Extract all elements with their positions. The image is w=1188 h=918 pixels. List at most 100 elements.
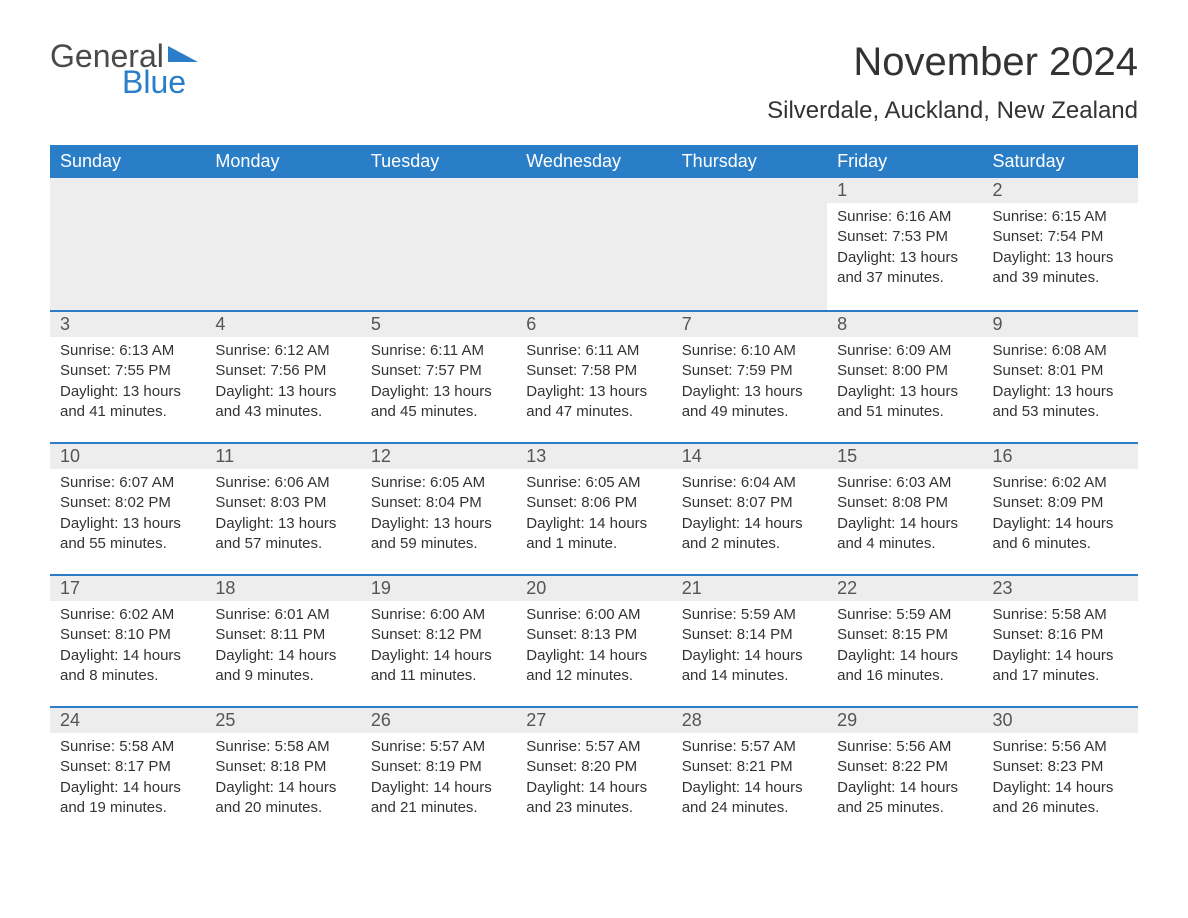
calendar-cell: 12Sunrise: 6:05 AMSunset: 8:04 PMDayligh… xyxy=(361,442,516,574)
empty-day-strip xyxy=(50,178,205,203)
calendar-cell: 27Sunrise: 5:57 AMSunset: 8:20 PMDayligh… xyxy=(516,706,671,838)
day-details: Sunrise: 5:58 AMSunset: 8:17 PMDaylight:… xyxy=(50,733,205,822)
day-number: 28 xyxy=(672,706,827,733)
day-details: Sunrise: 5:57 AMSunset: 8:20 PMDaylight:… xyxy=(516,733,671,822)
empty-day-strip xyxy=(516,178,671,203)
calendar-cell: 30Sunrise: 5:56 AMSunset: 8:23 PMDayligh… xyxy=(983,706,1138,838)
calendar-cell: 28Sunrise: 5:57 AMSunset: 8:21 PMDayligh… xyxy=(672,706,827,838)
calendar-cell: 6Sunrise: 6:11 AMSunset: 7:58 PMDaylight… xyxy=(516,310,671,442)
calendar-week: 17Sunrise: 6:02 AMSunset: 8:10 PMDayligh… xyxy=(50,574,1138,706)
day-number: 13 xyxy=(516,442,671,469)
day-number: 27 xyxy=(516,706,671,733)
calendar-cell: 17Sunrise: 6:02 AMSunset: 8:10 PMDayligh… xyxy=(50,574,205,706)
logo-text-blue: Blue xyxy=(122,66,198,98)
day-details: Sunrise: 5:58 AMSunset: 8:18 PMDaylight:… xyxy=(205,733,360,822)
calendar-cell: 26Sunrise: 5:57 AMSunset: 8:19 PMDayligh… xyxy=(361,706,516,838)
day-number: 21 xyxy=(672,574,827,601)
day-details: Sunrise: 6:05 AMSunset: 8:06 PMDaylight:… xyxy=(516,469,671,558)
day-number: 29 xyxy=(827,706,982,733)
day-number: 19 xyxy=(361,574,516,601)
day-details: Sunrise: 6:11 AMSunset: 7:57 PMDaylight:… xyxy=(361,337,516,426)
day-number: 5 xyxy=(361,310,516,337)
day-number: 9 xyxy=(983,310,1138,337)
day-number: 6 xyxy=(516,310,671,337)
calendar-cell: 9Sunrise: 6:08 AMSunset: 8:01 PMDaylight… xyxy=(983,310,1138,442)
calendar-cell: 21Sunrise: 5:59 AMSunset: 8:14 PMDayligh… xyxy=(672,574,827,706)
calendar-cell: 7Sunrise: 6:10 AMSunset: 7:59 PMDaylight… xyxy=(672,310,827,442)
day-details: Sunrise: 6:12 AMSunset: 7:56 PMDaylight:… xyxy=(205,337,360,426)
calendar-cell: 8Sunrise: 6:09 AMSunset: 8:00 PMDaylight… xyxy=(827,310,982,442)
day-header: Wednesday xyxy=(516,145,671,178)
day-header: Saturday xyxy=(983,145,1138,178)
calendar-cell xyxy=(50,178,205,310)
logo: General Blue xyxy=(50,40,198,98)
day-details: Sunrise: 6:00 AMSunset: 8:12 PMDaylight:… xyxy=(361,601,516,690)
day-details: Sunrise: 6:01 AMSunset: 8:11 PMDaylight:… xyxy=(205,601,360,690)
empty-day-strip xyxy=(205,178,360,203)
calendar-cell: 25Sunrise: 5:58 AMSunset: 8:18 PMDayligh… xyxy=(205,706,360,838)
day-number: 26 xyxy=(361,706,516,733)
day-number: 1 xyxy=(827,178,982,203)
day-number: 17 xyxy=(50,574,205,601)
day-details: Sunrise: 6:07 AMSunset: 8:02 PMDaylight:… xyxy=(50,469,205,558)
day-details: Sunrise: 5:59 AMSunset: 8:14 PMDaylight:… xyxy=(672,601,827,690)
calendar-cell xyxy=(361,178,516,310)
day-number: 12 xyxy=(361,442,516,469)
calendar-cell: 14Sunrise: 6:04 AMSunset: 8:07 PMDayligh… xyxy=(672,442,827,574)
calendar-cell: 3Sunrise: 6:13 AMSunset: 7:55 PMDaylight… xyxy=(50,310,205,442)
calendar-cell xyxy=(516,178,671,310)
title-block: November 2024 Silverdale, Auckland, New … xyxy=(767,40,1138,125)
day-number: 3 xyxy=(50,310,205,337)
location-subtitle: Silverdale, Auckland, New Zealand xyxy=(767,97,1138,125)
day-header: Thursday xyxy=(672,145,827,178)
calendar-cell: 1Sunrise: 6:16 AMSunset: 7:53 PMDaylight… xyxy=(827,178,982,310)
day-details: Sunrise: 5:57 AMSunset: 8:19 PMDaylight:… xyxy=(361,733,516,822)
day-number: 10 xyxy=(50,442,205,469)
day-number: 25 xyxy=(205,706,360,733)
calendar-cell: 2Sunrise: 6:15 AMSunset: 7:54 PMDaylight… xyxy=(983,178,1138,310)
day-details: Sunrise: 6:04 AMSunset: 8:07 PMDaylight:… xyxy=(672,469,827,558)
day-details: Sunrise: 6:03 AMSunset: 8:08 PMDaylight:… xyxy=(827,469,982,558)
calendar-cell: 10Sunrise: 6:07 AMSunset: 8:02 PMDayligh… xyxy=(50,442,205,574)
empty-day-strip xyxy=(672,178,827,203)
day-details: Sunrise: 6:06 AMSunset: 8:03 PMDaylight:… xyxy=(205,469,360,558)
day-number: 4 xyxy=(205,310,360,337)
calendar-cell: 20Sunrise: 6:00 AMSunset: 8:13 PMDayligh… xyxy=(516,574,671,706)
day-details: Sunrise: 6:00 AMSunset: 8:13 PMDaylight:… xyxy=(516,601,671,690)
calendar-cell: 24Sunrise: 5:58 AMSunset: 8:17 PMDayligh… xyxy=(50,706,205,838)
month-title: November 2024 xyxy=(767,40,1138,85)
day-details: Sunrise: 6:02 AMSunset: 8:09 PMDaylight:… xyxy=(983,469,1138,558)
day-header: Sunday xyxy=(50,145,205,178)
day-number: 20 xyxy=(516,574,671,601)
day-details: Sunrise: 6:05 AMSunset: 8:04 PMDaylight:… xyxy=(361,469,516,558)
day-details: Sunrise: 6:09 AMSunset: 8:00 PMDaylight:… xyxy=(827,337,982,426)
calendar-week: 3Sunrise: 6:13 AMSunset: 7:55 PMDaylight… xyxy=(50,310,1138,442)
calendar-cell xyxy=(205,178,360,310)
day-number: 22 xyxy=(827,574,982,601)
day-details: Sunrise: 6:10 AMSunset: 7:59 PMDaylight:… xyxy=(672,337,827,426)
calendar-cell: 13Sunrise: 6:05 AMSunset: 8:06 PMDayligh… xyxy=(516,442,671,574)
header: General Blue November 2024 Silverdale, A… xyxy=(50,40,1138,125)
calendar-week: 24Sunrise: 5:58 AMSunset: 8:17 PMDayligh… xyxy=(50,706,1138,838)
day-header: Monday xyxy=(205,145,360,178)
calendar-cell: 16Sunrise: 6:02 AMSunset: 8:09 PMDayligh… xyxy=(983,442,1138,574)
calendar-cell: 23Sunrise: 5:58 AMSunset: 8:16 PMDayligh… xyxy=(983,574,1138,706)
calendar-body: 1Sunrise: 6:16 AMSunset: 7:53 PMDaylight… xyxy=(50,178,1138,838)
day-details: Sunrise: 5:56 AMSunset: 8:22 PMDaylight:… xyxy=(827,733,982,822)
day-number: 14 xyxy=(672,442,827,469)
calendar-cell: 4Sunrise: 6:12 AMSunset: 7:56 PMDaylight… xyxy=(205,310,360,442)
calendar-cell xyxy=(672,178,827,310)
calendar-cell: 22Sunrise: 5:59 AMSunset: 8:15 PMDayligh… xyxy=(827,574,982,706)
day-number: 15 xyxy=(827,442,982,469)
day-number: 16 xyxy=(983,442,1138,469)
day-details: Sunrise: 6:11 AMSunset: 7:58 PMDaylight:… xyxy=(516,337,671,426)
calendar-cell: 29Sunrise: 5:56 AMSunset: 8:22 PMDayligh… xyxy=(827,706,982,838)
calendar-table: SundayMondayTuesdayWednesdayThursdayFrid… xyxy=(50,145,1138,838)
day-number: 18 xyxy=(205,574,360,601)
day-header: Tuesday xyxy=(361,145,516,178)
day-details: Sunrise: 5:58 AMSunset: 8:16 PMDaylight:… xyxy=(983,601,1138,690)
day-details: Sunrise: 6:13 AMSunset: 7:55 PMDaylight:… xyxy=(50,337,205,426)
logo-flag-icon xyxy=(168,42,198,66)
day-number: 11 xyxy=(205,442,360,469)
day-number: 2 xyxy=(983,178,1138,203)
